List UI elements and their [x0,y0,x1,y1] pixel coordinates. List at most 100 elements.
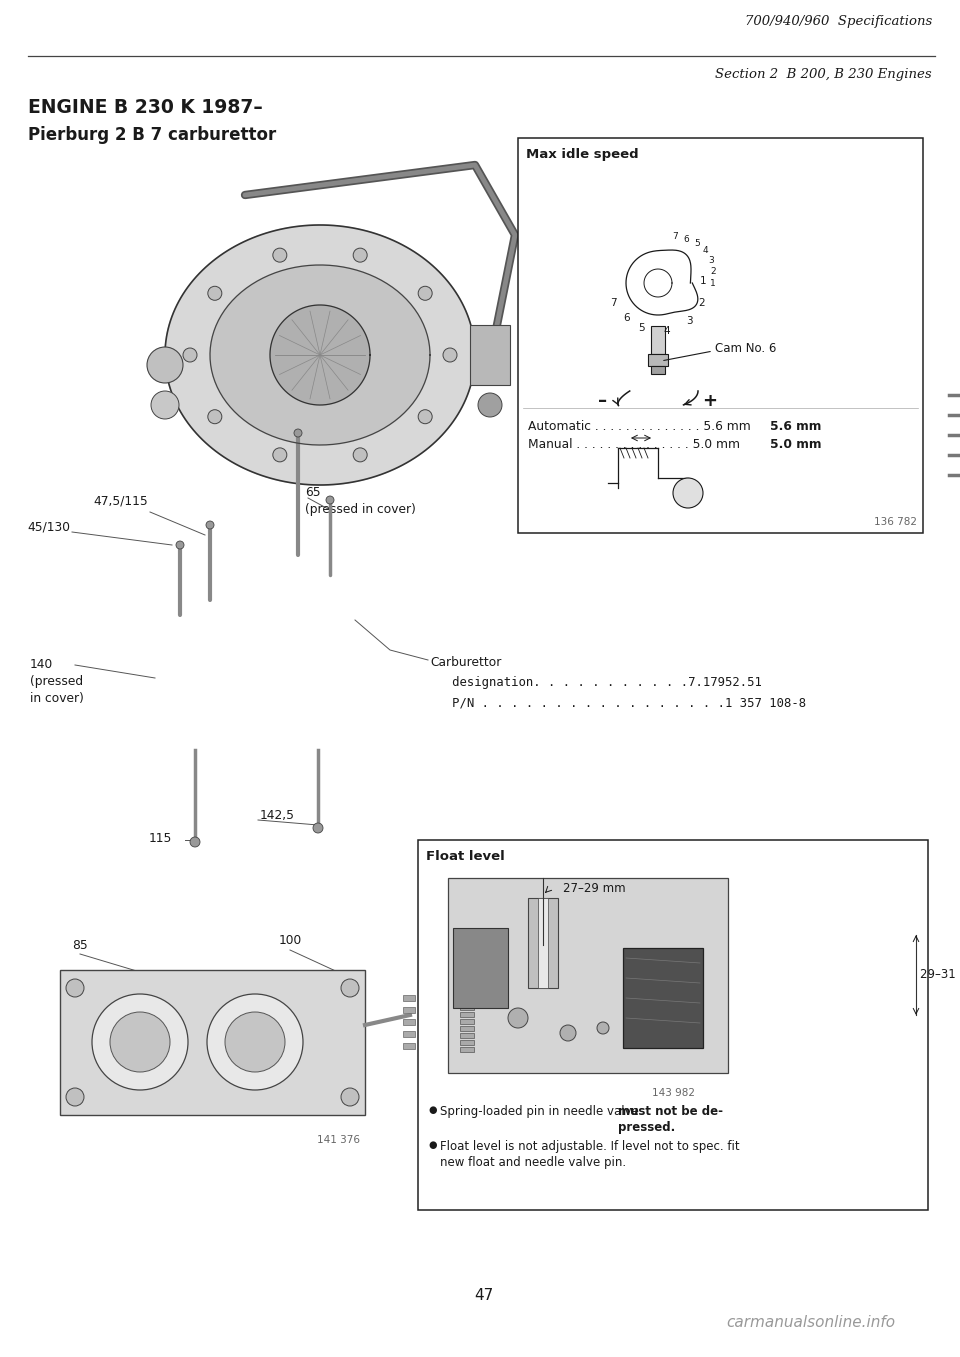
Text: 140
(pressed
in cover): 140 (pressed in cover) [30,658,84,706]
Circle shape [443,347,457,362]
Text: 100: 100 [278,934,301,947]
Circle shape [273,448,287,461]
Circle shape [225,1012,285,1072]
Text: designation. . . . . . . . . . .7.17952.51: designation. . . . . . . . . . .7.17952.… [430,676,762,689]
Circle shape [313,822,323,833]
Text: Pierburg 2 B 7 carburettor: Pierburg 2 B 7 carburettor [28,126,276,144]
Text: 3: 3 [708,256,714,265]
Polygon shape [270,305,370,404]
Circle shape [294,429,302,437]
Text: Manual . . . . . . . . . . . . . . . 5.0 mm: Manual . . . . . . . . . . . . . . . 5.0… [528,438,740,451]
Text: 1: 1 [709,278,715,288]
Text: 143 982: 143 982 [652,1088,694,1098]
Text: 140: 140 [286,407,310,421]
Circle shape [110,1012,170,1072]
Bar [448,878,728,1073]
Circle shape [206,521,214,529]
Text: 5: 5 [694,239,700,248]
Circle shape [207,286,222,300]
Text: Spring-loaded pin in needle valve: Spring-loaded pin in needle valve [440,1105,642,1118]
Polygon shape [626,250,698,315]
Circle shape [273,248,287,262]
Text: Cam No. 6: Cam No. 6 [715,342,777,354]
Text: 115: 115 [148,832,172,845]
Text: 6: 6 [623,313,630,323]
Text: 142,5: 142,5 [260,809,295,821]
Circle shape [176,541,184,550]
Bar [460,1019,474,1025]
Bar [470,324,510,385]
Text: 47: 47 [474,1288,493,1303]
Bar [403,1019,415,1025]
Bar [460,997,474,1003]
Circle shape [207,410,222,423]
Text: ●: ● [428,1140,437,1149]
Text: 5.0 mm: 5.0 mm [770,438,822,451]
Text: Max idle speed: Max idle speed [526,148,638,161]
Text: 1: 1 [700,275,707,286]
Bar [403,995,415,1001]
Bar [518,138,923,533]
Polygon shape [165,225,475,484]
Bar [418,840,928,1210]
Bar [460,1006,474,1010]
Text: 5.6 mm: 5.6 mm [770,421,822,433]
Circle shape [341,1088,359,1106]
Circle shape [92,993,188,1090]
Text: 4: 4 [703,246,708,255]
Text: 7: 7 [672,232,678,242]
Bar [538,898,548,988]
Text: P/N . . . . . . . . . . . . . . . . .1 357 108-8: P/N . . . . . . . . . . . . . . . . .1 3… [430,696,806,708]
Bar [403,1044,415,1049]
Circle shape [66,1088,84,1106]
Text: carmanualsonline.info: carmanualsonline.info [726,1315,895,1330]
Text: 6: 6 [684,235,689,244]
Text: pressed.: pressed. [618,1121,675,1134]
Text: 2: 2 [710,267,715,277]
Circle shape [560,1025,576,1041]
Bar [623,949,703,1048]
Circle shape [326,497,334,503]
Bar [460,1039,474,1045]
Text: 136 782: 136 782 [874,517,917,527]
Text: Float level is not adjustable. If level not to spec. fit: Float level is not adjustable. If level … [440,1140,739,1153]
Circle shape [341,978,359,997]
Bar [460,1033,474,1038]
Circle shape [419,410,432,423]
Bar [460,1012,474,1016]
Text: 7: 7 [610,299,616,308]
Circle shape [183,347,197,362]
Text: 700/940/960  Specifications: 700/940/960 Specifications [745,15,932,28]
Text: +: + [703,392,717,410]
Text: 29–31 mm: 29–31 mm [920,969,960,981]
Circle shape [673,478,703,508]
Text: 298: 298 [286,398,310,410]
Bar [60,970,365,1115]
Bar [403,1007,415,1012]
Text: –: – [598,392,608,410]
Circle shape [353,248,367,262]
Text: must not be de-: must not be de- [618,1105,723,1118]
Text: 27–29 mm: 27–29 mm [563,882,626,894]
Text: 47,5/115: 47,5/115 [93,495,148,508]
Circle shape [419,286,432,300]
Text: 45/130: 45/130 [27,521,70,533]
Text: Float level: Float level [426,849,505,863]
Text: new float and needle valve pin.: new float and needle valve pin. [440,1156,626,1168]
Bar [651,366,665,375]
Text: 141 376: 141 376 [317,1134,360,1145]
Bar [528,898,558,988]
Text: 3: 3 [686,316,692,326]
Text: 65
(pressed in cover): 65 (pressed in cover) [305,486,416,516]
Bar [460,1048,474,1052]
Text: Automatic . . . . . . . . . . . . . . 5.6 mm: Automatic . . . . . . . . . . . . . . 5.… [528,421,751,433]
Polygon shape [210,265,430,445]
Text: 4: 4 [663,326,670,337]
Bar [648,354,668,366]
Circle shape [151,391,179,419]
Circle shape [207,993,303,1090]
Bar [651,326,665,354]
Text: ENGINE B 230 K 1987–: ENGINE B 230 K 1987– [28,98,263,117]
Bar [403,1031,415,1037]
Circle shape [353,448,367,461]
